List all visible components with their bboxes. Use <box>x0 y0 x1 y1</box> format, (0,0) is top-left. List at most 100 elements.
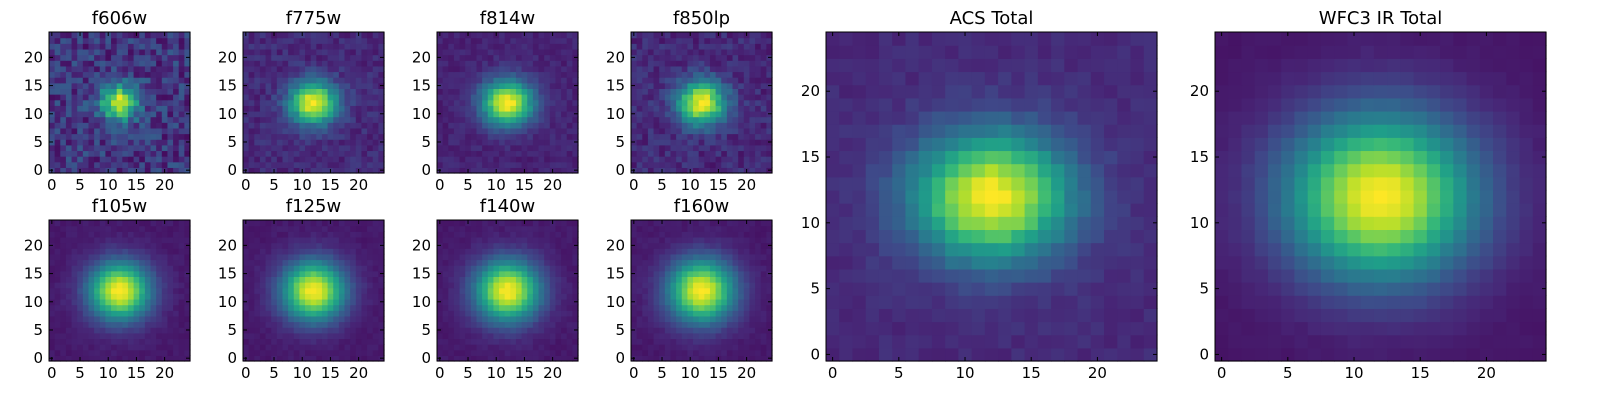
heatmap-cell <box>282 253 289 261</box>
heatmap-cell <box>470 220 478 227</box>
heatmap-cell <box>642 310 649 317</box>
heatmap-cell <box>670 150 677 157</box>
heatmap-cell <box>144 94 152 101</box>
heatmap-cell <box>437 304 444 311</box>
heatmap-cell <box>465 99 472 106</box>
heatmap-cell <box>94 127 101 135</box>
heatmap-cell <box>282 32 289 39</box>
heatmap-cell <box>333 133 340 140</box>
heatmap-cell <box>659 287 666 294</box>
heatmap-cell <box>310 60 317 67</box>
heatmap-cell <box>670 144 677 152</box>
heatmap-cell <box>544 161 551 168</box>
heatmap-cell <box>333 332 340 340</box>
heatmap-cell <box>271 338 278 345</box>
heatmap-cell <box>344 338 351 345</box>
heatmap-cell <box>521 276 528 283</box>
heatmap-cell <box>504 253 511 261</box>
heatmap-cell <box>544 116 551 123</box>
heatmap-cell <box>732 88 739 95</box>
heatmap-cell <box>681 161 688 168</box>
heatmap-cell <box>521 105 528 112</box>
heatmap-cell <box>499 139 506 146</box>
heatmap-cell <box>259 276 267 283</box>
heatmap-cell <box>88 332 95 340</box>
heatmap-cell <box>448 37 455 44</box>
heatmap-cell <box>709 94 717 101</box>
heatmap-cell <box>254 167 261 174</box>
heatmap-cell <box>99 231 106 238</box>
heatmap-cell <box>755 304 762 311</box>
heatmap-cell <box>344 37 351 44</box>
heatmap-cell <box>116 304 123 311</box>
heatmap-cell <box>515 122 523 129</box>
heatmap-cell <box>698 60 705 67</box>
heatmap-cell <box>566 144 573 152</box>
heatmap-cell <box>243 231 250 238</box>
heatmap-cell <box>350 94 357 101</box>
heatmap-cell <box>156 77 163 84</box>
heatmap-cell <box>760 332 767 340</box>
heatmap-cell <box>271 110 278 118</box>
heatmap-cell <box>693 94 700 101</box>
heatmap-cell <box>532 167 540 174</box>
heatmap-cell <box>122 167 129 174</box>
heatmap-cell <box>755 71 762 78</box>
heatmap-cell <box>532 77 540 84</box>
heatmap-cell <box>693 60 700 67</box>
heatmap-cell <box>636 122 643 129</box>
heatmap-cell <box>515 65 523 73</box>
heatmap-cell <box>659 150 666 157</box>
heatmap-cell <box>299 161 306 168</box>
heatmap-cell <box>99 259 106 266</box>
heatmap-cell <box>271 304 278 311</box>
heatmap-cell <box>310 82 317 89</box>
heatmap-cell <box>350 344 357 351</box>
heatmap-cell <box>276 54 284 61</box>
heatmap-cell <box>487 298 494 306</box>
heatmap-cell <box>288 37 295 44</box>
heatmap-cell <box>361 338 368 345</box>
heatmap-cell <box>338 242 346 249</box>
heatmap-cell <box>527 161 534 168</box>
heatmap-cell <box>310 65 317 73</box>
heatmap-cell <box>133 327 140 334</box>
heatmap-cell <box>116 150 123 157</box>
heatmap-cell <box>111 327 118 334</box>
heatmap-cell <box>561 349 568 356</box>
heatmap-cell <box>265 82 272 89</box>
heatmap-cell <box>305 127 312 135</box>
heatmap-cell <box>566 355 573 362</box>
heatmap-cell <box>653 133 660 140</box>
heatmap-cell <box>653 161 660 168</box>
heatmap-cell <box>549 88 557 95</box>
heatmap-cell <box>133 71 140 78</box>
heatmap-cell <box>532 293 540 300</box>
heatmap-cell <box>265 253 272 261</box>
heatmap-cell <box>715 88 722 95</box>
heatmap-cell <box>333 265 340 272</box>
heatmap-cell <box>243 265 250 272</box>
heatmap-cell <box>150 276 157 283</box>
heatmap-cell <box>173 99 180 106</box>
heatmap-cell <box>670 99 677 106</box>
heatmap-cell <box>521 99 528 106</box>
heatmap-cell <box>636 298 643 306</box>
heatmap-cell <box>299 48 306 56</box>
heatmap-cell <box>305 150 312 157</box>
heatmap-cell <box>327 43 334 50</box>
heatmap-cell <box>453 82 461 89</box>
heatmap-cell <box>572 65 579 73</box>
heatmap-cell <box>555 43 562 50</box>
heatmap-cell <box>704 88 711 95</box>
heatmap-cell <box>276 127 284 135</box>
heatmap-cell <box>566 293 573 300</box>
heatmap-cells <box>437 220 579 362</box>
heatmap-cell <box>178 32 185 39</box>
heatmap-cell <box>122 133 129 140</box>
heatmap-cell <box>504 133 511 140</box>
heatmap-cell <box>448 110 455 118</box>
heatmap-cell <box>676 122 683 129</box>
heatmap-cell <box>310 321 317 328</box>
heatmap-cell <box>664 161 672 168</box>
